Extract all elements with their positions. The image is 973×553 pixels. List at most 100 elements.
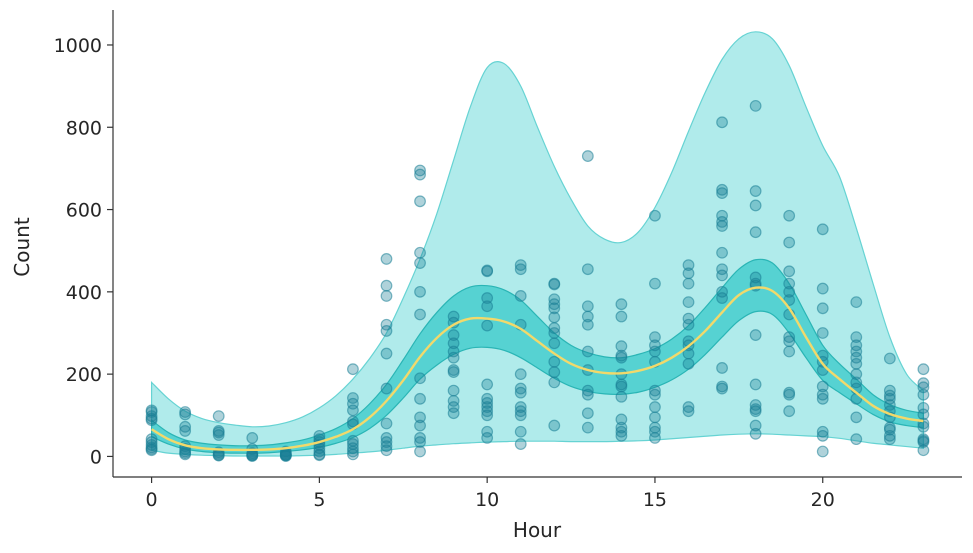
data-point [380, 347, 393, 360]
data-point [548, 419, 561, 432]
data-point [649, 277, 661, 290]
data-point [380, 318, 393, 331]
y-tick-label: 1000 [54, 35, 102, 57]
data-point [581, 300, 594, 313]
data-point [749, 399, 762, 411]
data-point [179, 408, 192, 421]
data-point [179, 420, 192, 433]
data-point [615, 421, 628, 434]
data-point [380, 290, 393, 302]
data-point [649, 339, 661, 352]
data-point [716, 269, 728, 282]
data-point [347, 363, 359, 376]
data-point [514, 259, 527, 272]
data-point [682, 357, 695, 370]
outer-uncertainty-band [150, 31, 925, 457]
data-point [548, 327, 561, 339]
data-point [783, 209, 796, 222]
data-point [649, 411, 661, 424]
data-point [447, 345, 460, 358]
data-point [749, 329, 762, 341]
data-point [883, 423, 896, 436]
data-point [548, 278, 561, 291]
data-point [816, 327, 829, 339]
data-point [682, 312, 695, 325]
data-point [447, 329, 460, 341]
data-point [380, 325, 393, 337]
y-tick-label: 800 [66, 117, 102, 139]
data-point [548, 366, 561, 378]
data-point [716, 292, 728, 304]
y-tick-label: 0 [90, 446, 102, 468]
data-point [783, 345, 796, 358]
data-point [581, 150, 594, 162]
data-point [783, 277, 796, 290]
data-point [649, 331, 661, 344]
data-point [380, 444, 393, 457]
data-point [682, 296, 695, 309]
data-point [850, 296, 863, 309]
data-point [145, 414, 158, 427]
data-point [816, 302, 829, 315]
data-point [783, 331, 796, 344]
data-point [212, 410, 225, 423]
data-point [783, 265, 796, 278]
data-point [481, 432, 494, 444]
data-point [447, 337, 460, 350]
data-point [850, 376, 863, 389]
data-point [414, 164, 426, 177]
data-point [447, 366, 460, 378]
data-point [883, 392, 896, 405]
data-point [581, 263, 594, 276]
data-point [481, 397, 494, 409]
data-point [883, 399, 896, 411]
x-tick-label: 20 [811, 489, 835, 511]
data-point [514, 425, 527, 438]
data-point [347, 404, 359, 417]
data-point [414, 308, 426, 321]
data-point [649, 209, 661, 222]
data-point [481, 378, 494, 391]
data-point [581, 421, 594, 434]
data-point [917, 388, 930, 401]
data-point [548, 298, 561, 311]
data-point [414, 246, 426, 259]
data-point [380, 253, 393, 265]
data-point [850, 331, 863, 344]
data-point [347, 415, 359, 428]
data-point [615, 425, 628, 438]
data-point [783, 236, 796, 249]
data-point [783, 405, 796, 418]
data-point [716, 116, 728, 129]
data-point [850, 433, 863, 446]
data-point [581, 384, 594, 397]
data-point [347, 442, 359, 455]
data-point [883, 352, 896, 365]
data-point [850, 357, 863, 370]
data-point [749, 419, 762, 432]
data-point [481, 300, 494, 313]
data-point [447, 310, 460, 323]
data-point [380, 432, 393, 444]
data-point [682, 405, 695, 418]
data-point [414, 392, 426, 405]
data-point [682, 267, 695, 280]
data-point [447, 384, 460, 397]
data-point [514, 401, 527, 413]
data-point [716, 246, 728, 259]
data-point [447, 401, 460, 413]
data-point [145, 444, 158, 457]
data-point [514, 386, 527, 399]
data-point [414, 411, 426, 424]
data-point [917, 408, 930, 421]
y-tick-label: 200 [66, 364, 102, 386]
data-point [749, 226, 762, 239]
data-point [716, 285, 728, 298]
data-point [682, 259, 695, 272]
data-point [917, 444, 930, 457]
data-point [850, 351, 863, 364]
mean-line [150, 286, 924, 452]
data-point [447, 407, 460, 420]
data-point [649, 388, 661, 401]
